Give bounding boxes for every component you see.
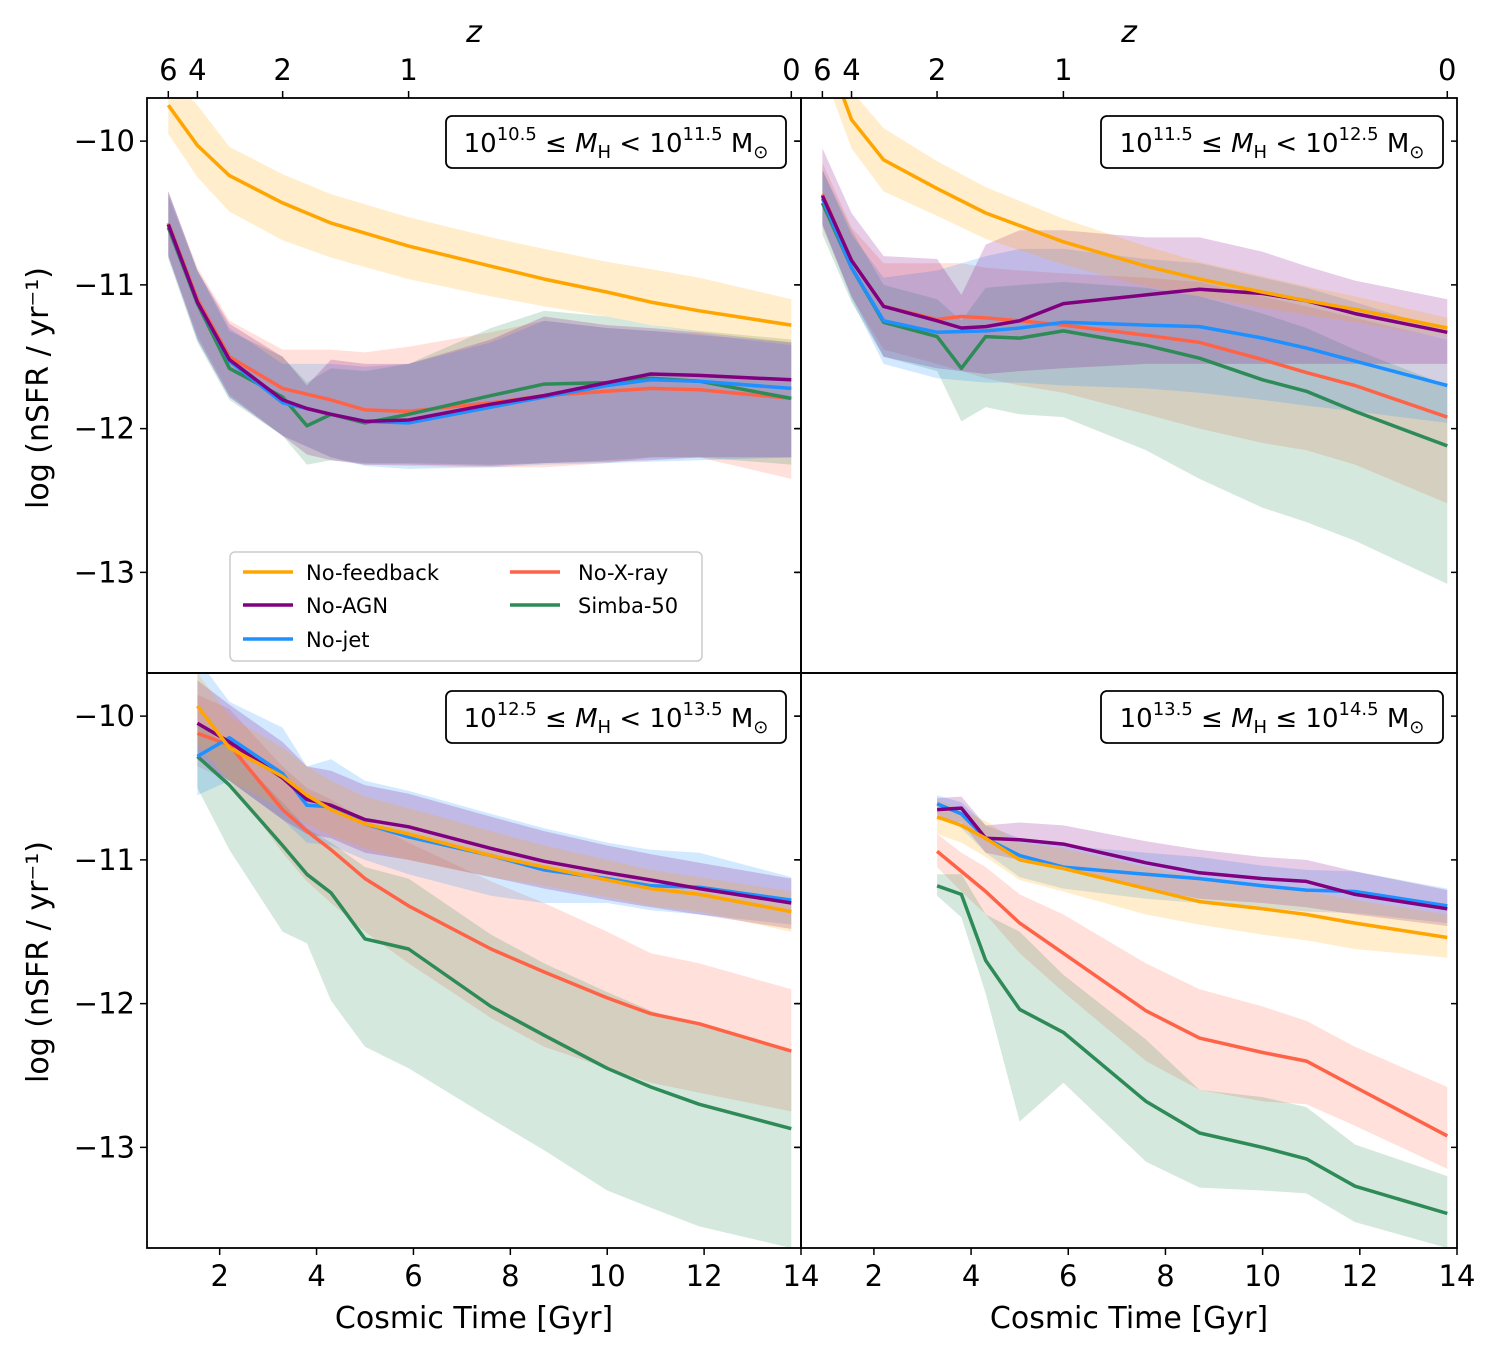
x-tick-label: 14 bbox=[783, 1259, 820, 1293]
z-tick-label: 2 bbox=[928, 53, 946, 87]
legend-label-no-agn: No-AGN bbox=[306, 594, 388, 618]
z-tick-label: 1 bbox=[1054, 53, 1072, 87]
band-simba-50 bbox=[197, 723, 792, 1248]
z-tick-label: 1 bbox=[399, 53, 417, 87]
y-axis-label-top: log (nSFR / yr⁻¹) bbox=[21, 267, 56, 509]
z-tick-label: 6 bbox=[813, 53, 831, 87]
band-no-x-ray bbox=[937, 834, 1448, 1169]
mass-range-label: 1011.5 ≤ MH < 1012.5 M⊙ bbox=[1120, 124, 1425, 163]
x-tick-label: 10 bbox=[589, 1259, 626, 1293]
x-tick-label: 12 bbox=[686, 1259, 723, 1293]
line-no-feedback bbox=[936, 815, 1448, 940]
z-tick-label: 6 bbox=[159, 53, 177, 87]
x-tick-label: 14 bbox=[1439, 1259, 1476, 1293]
z-tick-label: 0 bbox=[782, 53, 800, 87]
line-no-x-ray bbox=[935, 849, 1449, 1138]
band-no-agn bbox=[937, 796, 1448, 926]
legend-label-simba-50: Simba-50 bbox=[578, 594, 678, 618]
band-no-x-ray bbox=[197, 694, 792, 1112]
x-tick-label: 8 bbox=[1156, 1259, 1174, 1293]
panel-3: −10 −11 −12 −13 2 4 6 8 10 12 14 1012.5 ≤ MH < 1013… bbox=[74, 672, 820, 1293]
line-no-jet bbox=[820, 197, 1448, 388]
legend-label-no-x-ray: No-X-ray bbox=[578, 561, 668, 585]
legend-frame bbox=[229, 551, 703, 662]
panel-4-plot-area bbox=[935, 795, 1449, 1248]
x-tick-label: 6 bbox=[1059, 1259, 1077, 1293]
mass-range-label: 1010.5 ≤ MH < 1011.5 M⊙ bbox=[464, 124, 769, 163]
mass-range-label: 1013.5 ≤ MH ≤ 1014.5 M⊙ bbox=[1120, 699, 1425, 738]
line-simba-50 bbox=[820, 202, 1448, 448]
x-tick-label: 6 bbox=[404, 1259, 422, 1293]
mass-range-label-box bbox=[1100, 690, 1444, 744]
line-no-agn bbox=[936, 806, 1448, 911]
mass-range-label-box bbox=[1100, 115, 1444, 169]
panel-4: 2 4 6 8 10 12 14 1013.5 ≤ MH ≤ 1014.5 M⊙ bbox=[794, 672, 1476, 1293]
z-axis-title-right: z bbox=[1120, 15, 1138, 50]
line-simba-50 bbox=[936, 884, 1448, 1216]
band-simba-50 bbox=[937, 874, 1448, 1248]
legend-label-no-feedback: No-feedback bbox=[306, 561, 440, 585]
x-tick-label: 2 bbox=[865, 1259, 883, 1293]
y-tick-label: −10 bbox=[74, 699, 135, 733]
y-tick-label: −12 bbox=[74, 412, 135, 446]
line-no-x-ray bbox=[196, 731, 792, 1053]
band-no-jet bbox=[197, 673, 792, 925]
band-no-feedback bbox=[168, 98, 792, 346]
z-tick-label: 4 bbox=[842, 53, 860, 87]
panel-2-plot-area bbox=[820, 98, 1448, 584]
x-tick-label: 12 bbox=[1341, 1259, 1378, 1293]
mass-range-label: 1012.5 ≤ MH < 1013.5 M⊙ bbox=[464, 699, 769, 738]
x-tick-label: 2 bbox=[210, 1259, 228, 1293]
x-tick-label: 10 bbox=[1244, 1259, 1281, 1293]
line-simba-50 bbox=[196, 755, 792, 1131]
panel-3-plot-area bbox=[196, 673, 792, 1248]
z-tick-label: 2 bbox=[273, 53, 291, 87]
y-tick-label: −13 bbox=[74, 1130, 135, 1164]
x-tick-label: 4 bbox=[962, 1259, 980, 1293]
line-no-feedback bbox=[196, 705, 792, 914]
legend-label-no-jet: No-jet bbox=[306, 628, 370, 652]
x-axis-label-left: Cosmic Time [Gyr] bbox=[335, 1301, 613, 1336]
line-no-feedback bbox=[841, 98, 1448, 330]
panel-2: 6 4 2 1 0 1011.5 ≤ MH < 1012.5 M⊙ bbox=[794, 53, 1458, 674]
y-axis-label-bottom: log (nSFR / yr⁻¹) bbox=[21, 841, 56, 1083]
z-tick-label: 4 bbox=[188, 53, 206, 87]
line-no-agn bbox=[166, 223, 792, 424]
band-no-x-ray bbox=[168, 191, 792, 479]
y-tick-label: −13 bbox=[74, 555, 135, 589]
mass-range-label-box bbox=[445, 115, 787, 169]
legend: No-feedback No-AGN No-jet No-X-ray Simba… bbox=[229, 551, 703, 662]
y-tick-label: −11 bbox=[74, 268, 135, 302]
line-no-feedback bbox=[166, 104, 792, 327]
y-tick-label: −10 bbox=[74, 124, 135, 158]
panel-1-plot-area bbox=[166, 98, 792, 479]
x-axis-label-right: Cosmic Time [Gyr] bbox=[990, 1301, 1268, 1336]
x-tick-label: 8 bbox=[501, 1259, 519, 1293]
band-simba-50 bbox=[822, 169, 1448, 584]
y-tick-label: −12 bbox=[74, 987, 135, 1021]
line-no-jet bbox=[196, 735, 792, 902]
z-tick-label: 0 bbox=[1438, 53, 1456, 87]
band-no-agn bbox=[197, 680, 792, 929]
mass-range-label-box bbox=[445, 690, 787, 744]
y-tick-label: −11 bbox=[74, 843, 135, 877]
z-axis-title-left: z bbox=[465, 15, 483, 50]
x-tick-label: 4 bbox=[307, 1259, 325, 1293]
panel-4-frame bbox=[800, 672, 1458, 1249]
